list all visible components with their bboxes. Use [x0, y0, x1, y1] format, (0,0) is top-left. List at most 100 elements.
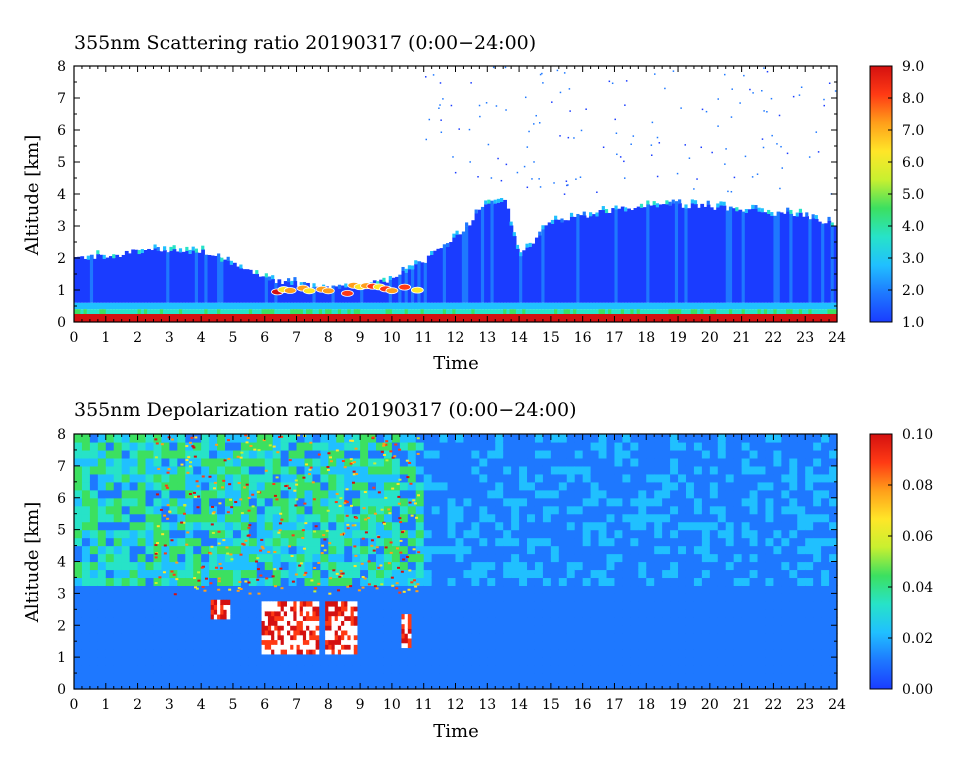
depolarization-cell	[225, 450, 234, 459]
depolarization-cell	[355, 448, 358, 450]
colorbar-tick-label: 5.0	[902, 187, 924, 203]
depolarization-cell	[670, 498, 679, 507]
depolarization-cell	[678, 673, 687, 682]
depolarization-cell	[265, 657, 274, 666]
depolarization-cell	[559, 530, 568, 539]
depolarization-cell	[364, 518, 367, 520]
depolarization-cell	[535, 506, 544, 515]
depolarization-cell	[169, 617, 178, 626]
depolarization-cell	[376, 641, 385, 650]
depolarization-cell	[74, 665, 83, 674]
depolarization-cell	[821, 625, 830, 634]
depolarization-cell	[797, 466, 806, 475]
depolarization-cell	[114, 450, 123, 459]
depolarization-cell	[320, 585, 329, 594]
depolarization-cell	[98, 434, 107, 443]
depolarization-cell	[471, 522, 480, 531]
depolarization-cell	[781, 617, 790, 626]
depolarization-cell	[750, 681, 759, 690]
x-tick-label: 20	[701, 330, 719, 346]
depolarization-cell	[567, 490, 576, 499]
depolarization-cell	[622, 681, 631, 690]
depolarization-cell	[336, 506, 345, 515]
scattering-cell	[745, 209, 748, 213]
depolarization-cell	[98, 442, 107, 451]
scattering-cell	[554, 216, 557, 220]
depolarization-cell	[106, 593, 115, 602]
depolarization-cell	[527, 506, 536, 515]
depolarization-cell	[773, 609, 782, 618]
scattering-cell	[488, 144, 490, 146]
depolarization-cell	[654, 538, 663, 547]
depolarization-cell	[258, 593, 261, 595]
depolarization-cell	[376, 466, 385, 475]
depolarization-cell	[161, 569, 170, 578]
depolarization-cell	[90, 490, 99, 499]
depolarization-cell	[146, 649, 155, 658]
depolarization-cell	[82, 617, 91, 626]
depolarization-cell	[279, 568, 282, 570]
depolarization-cell	[591, 649, 600, 658]
depolarization-cell	[273, 458, 282, 467]
depolarization-cell	[217, 609, 221, 614]
depolarization-cell	[678, 474, 687, 483]
depolarization-cell	[567, 546, 576, 555]
depolarization-cell	[535, 673, 544, 682]
depolarization-cell	[614, 506, 623, 515]
scattering-cell	[497, 199, 500, 203]
depolarization-cell	[495, 442, 504, 451]
depolarization-cell	[90, 506, 99, 515]
depolarization-cell	[694, 577, 703, 586]
depolarization-cell	[622, 593, 631, 602]
depolarization-cell	[519, 498, 528, 507]
depolarization-cell	[193, 673, 202, 682]
depolarization-cell	[376, 601, 385, 610]
depolarization-cell	[138, 442, 147, 451]
depolarization-cell	[622, 482, 631, 491]
depolarization-cell	[368, 442, 377, 451]
depolarization-cell	[408, 673, 417, 682]
depolarization-cell	[702, 641, 711, 650]
depolarization-cell	[813, 569, 822, 578]
depolarization-cell	[272, 483, 275, 485]
depolarization-cell	[74, 482, 83, 491]
scattering-cell	[188, 250, 191, 254]
depolarization-cell	[289, 681, 298, 690]
y-tick-label: 6	[57, 123, 66, 139]
depolarization-cell	[74, 577, 83, 586]
depolarization-cell	[710, 458, 719, 467]
depolarization-cell	[122, 681, 131, 690]
depolarization-cell	[662, 522, 671, 531]
depolarization-cell	[138, 434, 147, 443]
depolarization-cell	[702, 482, 711, 491]
depolarization-cell	[392, 665, 401, 674]
depolarization-cell	[440, 498, 449, 507]
depolarization-cell	[360, 474, 369, 483]
depolarization-cell	[273, 568, 276, 570]
depolarization-cell	[805, 649, 814, 658]
depolarization-cell	[272, 575, 275, 577]
depolarization-cell	[599, 657, 608, 666]
depolarization-cell	[686, 554, 695, 563]
depolarization-cell	[463, 649, 472, 658]
depolarization-cell	[247, 527, 250, 529]
depolarization-cell	[614, 450, 623, 459]
depolarization-cell	[201, 530, 210, 539]
depolarization-cell	[599, 538, 608, 547]
depolarization-cell	[233, 562, 242, 571]
depolarization-cell	[551, 554, 560, 563]
depolarization-cell	[622, 569, 631, 578]
scattering-cell	[566, 180, 568, 182]
depolarization-cell	[599, 577, 608, 586]
depolarization-cell	[742, 522, 751, 531]
depolarization-cell	[297, 450, 306, 459]
depolarization-cell	[146, 617, 155, 626]
depolarization-cell	[670, 625, 679, 634]
depolarization-cell	[479, 434, 488, 443]
depolarization-cell	[765, 498, 774, 507]
depolarization-cell	[583, 458, 592, 467]
depolarization-cell	[329, 456, 332, 458]
depolarization-cell	[503, 506, 512, 515]
depolarization-cell	[575, 498, 584, 507]
depolarization-cell	[630, 506, 639, 515]
